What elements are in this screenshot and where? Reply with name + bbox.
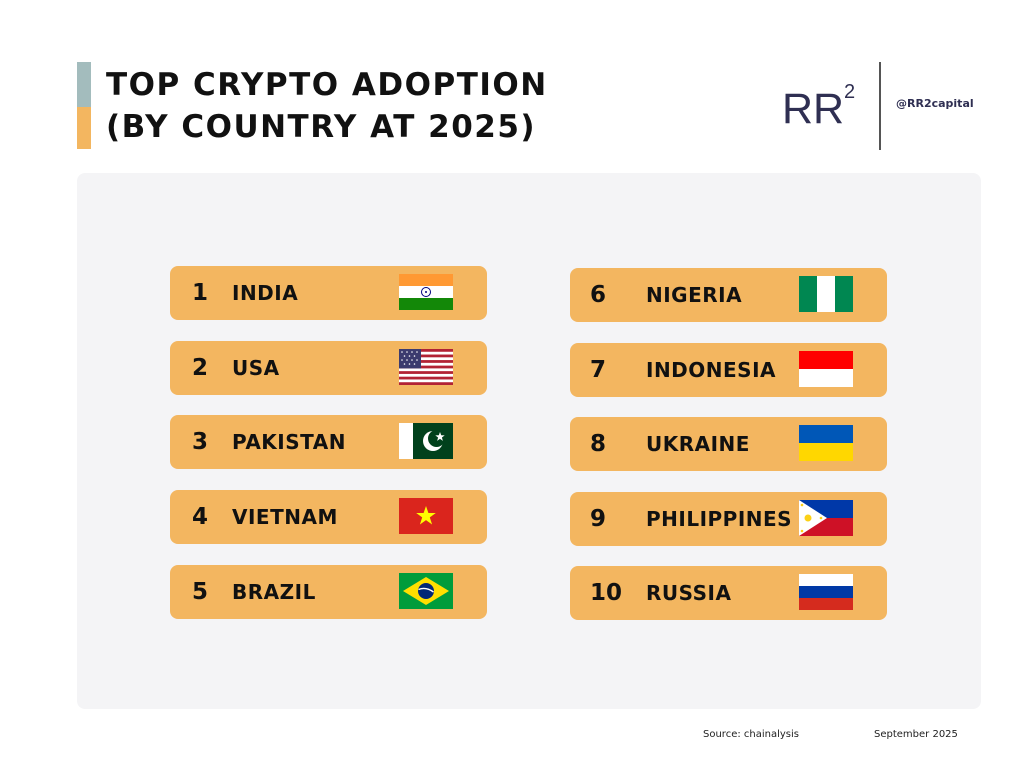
- country-name: RUSSIA: [646, 581, 732, 605]
- header-divider: [879, 62, 881, 150]
- rank-number: 10: [590, 580, 623, 606]
- brazil-flag-icon: [399, 573, 453, 609]
- ukraine-flag-icon: [799, 425, 853, 461]
- source-note: Source: chainalysis: [703, 729, 799, 740]
- rank-number: 5: [192, 579, 209, 605]
- country-name: UKRAINE: [646, 432, 750, 456]
- ranking-row-1: 1 INDIA: [170, 266, 487, 320]
- indonesia-flag-icon: [799, 351, 853, 387]
- logo-superscript: 2: [844, 81, 855, 103]
- rank-number: 6: [590, 282, 607, 308]
- ranking-row-6: 6 NIGERIA: [570, 268, 887, 322]
- title-line-1: TOP CRYPTO ADOPTION: [106, 67, 548, 103]
- ranking-row-4: 4 VIETNAM: [170, 490, 487, 544]
- rank-number: 2: [192, 355, 209, 381]
- ranking-row-9: 9 PHILIPPINES: [570, 492, 887, 546]
- nigeria-flag-icon: [799, 276, 853, 312]
- ranking-row-2: 2 USA: [170, 341, 487, 395]
- india-flag-icon: [399, 274, 453, 310]
- rank-number: 8: [590, 431, 607, 457]
- rank-number: 3: [192, 429, 209, 455]
- rankings-panel: 1 INDIA 2 USA: [77, 173, 981, 709]
- title-line-2: (BY COUNTRY AT 2025): [106, 109, 537, 145]
- country-name: PHILIPPINES: [646, 507, 793, 531]
- country-name: PAKISTAN: [232, 430, 346, 454]
- title-accent-bar-bottom: [77, 107, 91, 149]
- title-accent-bar-top: [77, 62, 91, 107]
- page-title: TOP CRYPTO ADOPTION (BY COUNTRY AT 2025): [106, 64, 548, 148]
- usa-flag-icon: [399, 349, 453, 385]
- rr2-logo: RR 2: [782, 81, 855, 130]
- pakistan-flag-icon: [399, 423, 453, 459]
- country-name: USA: [232, 356, 280, 380]
- vietnam-flag-icon: [399, 498, 453, 534]
- rank-number: 7: [590, 357, 607, 383]
- philippines-flag-icon: [799, 500, 853, 536]
- country-name: INDONESIA: [646, 358, 777, 382]
- russia-flag-icon: [799, 574, 853, 610]
- country-name: BRAZIL: [232, 580, 316, 604]
- ranking-row-8: 8 UKRAINE: [570, 417, 887, 471]
- social-handle: @RR2capital: [896, 97, 974, 110]
- country-name: VIETNAM: [232, 505, 338, 529]
- date-note: September 2025: [874, 729, 958, 740]
- ranking-row-7: 7 INDONESIA: [570, 343, 887, 397]
- logo-text: RR: [782, 85, 844, 130]
- ranking-row-10: 10 RUSSIA: [570, 566, 887, 620]
- rank-number: 4: [192, 504, 209, 530]
- country-name: INDIA: [232, 281, 299, 305]
- ranking-row-5: 5 BRAZIL: [170, 565, 487, 619]
- ranking-row-3: 3 PAKISTAN: [170, 415, 487, 469]
- rank-number: 1: [192, 280, 209, 306]
- country-name: NIGERIA: [646, 283, 743, 307]
- rank-number: 9: [590, 506, 607, 532]
